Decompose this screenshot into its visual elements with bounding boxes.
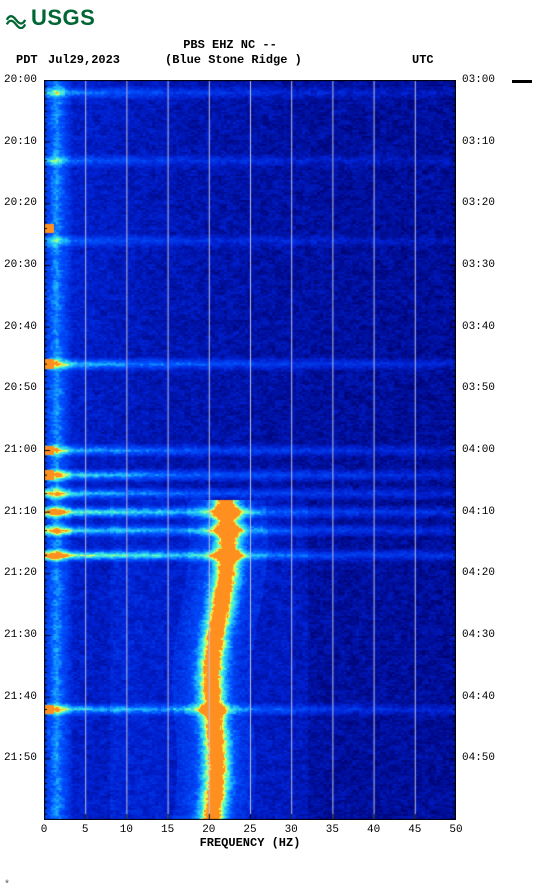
xtick: 10	[120, 824, 133, 836]
xtick: 25	[243, 824, 256, 836]
ytick-right: 03:50	[462, 382, 495, 394]
ytick-left: 20:10	[4, 136, 37, 148]
ytick-left: 21:40	[4, 691, 37, 703]
ytick-left: 20:30	[4, 259, 37, 271]
usgs-logo: USGS	[5, 5, 95, 31]
xtick: 40	[367, 824, 380, 836]
ytick-right: 03:40	[462, 321, 495, 333]
ytick-right: 04:10	[462, 506, 495, 518]
xtick: 5	[82, 824, 89, 836]
xtick: 45	[408, 824, 421, 836]
ytick-right: 04:40	[462, 691, 495, 703]
ytick-right: 03:10	[462, 136, 495, 148]
xtick: 15	[161, 824, 174, 836]
ytick-right: 04:20	[462, 567, 495, 579]
spectrogram-canvas	[44, 80, 456, 820]
xtick: 35	[326, 824, 339, 836]
ytick-right: 04:00	[462, 444, 495, 456]
ytick-left: 21:20	[4, 567, 37, 579]
ytick-right: 04:30	[462, 629, 495, 641]
colorbar-tick	[512, 80, 532, 83]
xtick: 0	[41, 824, 48, 836]
xtick: 30	[285, 824, 298, 836]
ytick-left: 20:50	[4, 382, 37, 394]
ytick-left: 20:40	[4, 321, 37, 333]
ytick-right: 03:30	[462, 259, 495, 271]
date-label: Jul29,2023	[48, 53, 120, 67]
spectrogram-plot	[44, 80, 456, 820]
ytick-left: 21:50	[4, 752, 37, 764]
corner-mark: *	[4, 880, 10, 891]
ytick-left: 21:10	[4, 506, 37, 518]
usgs-wave-icon	[5, 7, 27, 29]
ytick-left: 21:00	[4, 444, 37, 456]
station-name: (Blue Stone Ridge )	[165, 53, 302, 67]
ytick-right: 03:00	[462, 74, 495, 86]
ytick-right: 03:20	[462, 197, 495, 209]
ytick-right: 04:50	[462, 752, 495, 764]
tz-right-label: UTC	[412, 53, 434, 67]
station-channel-title: PBS EHZ NC --	[0, 38, 460, 52]
tz-left-label: PDT	[16, 53, 38, 67]
ytick-left: 20:00	[4, 74, 37, 86]
ytick-left: 21:30	[4, 629, 37, 641]
x-axis-label: FREQUENCY (HZ)	[44, 836, 456, 850]
usgs-logo-text: USGS	[31, 5, 95, 31]
xtick: 50	[449, 824, 462, 836]
xtick: 20	[202, 824, 215, 836]
ytick-left: 20:20	[4, 197, 37, 209]
